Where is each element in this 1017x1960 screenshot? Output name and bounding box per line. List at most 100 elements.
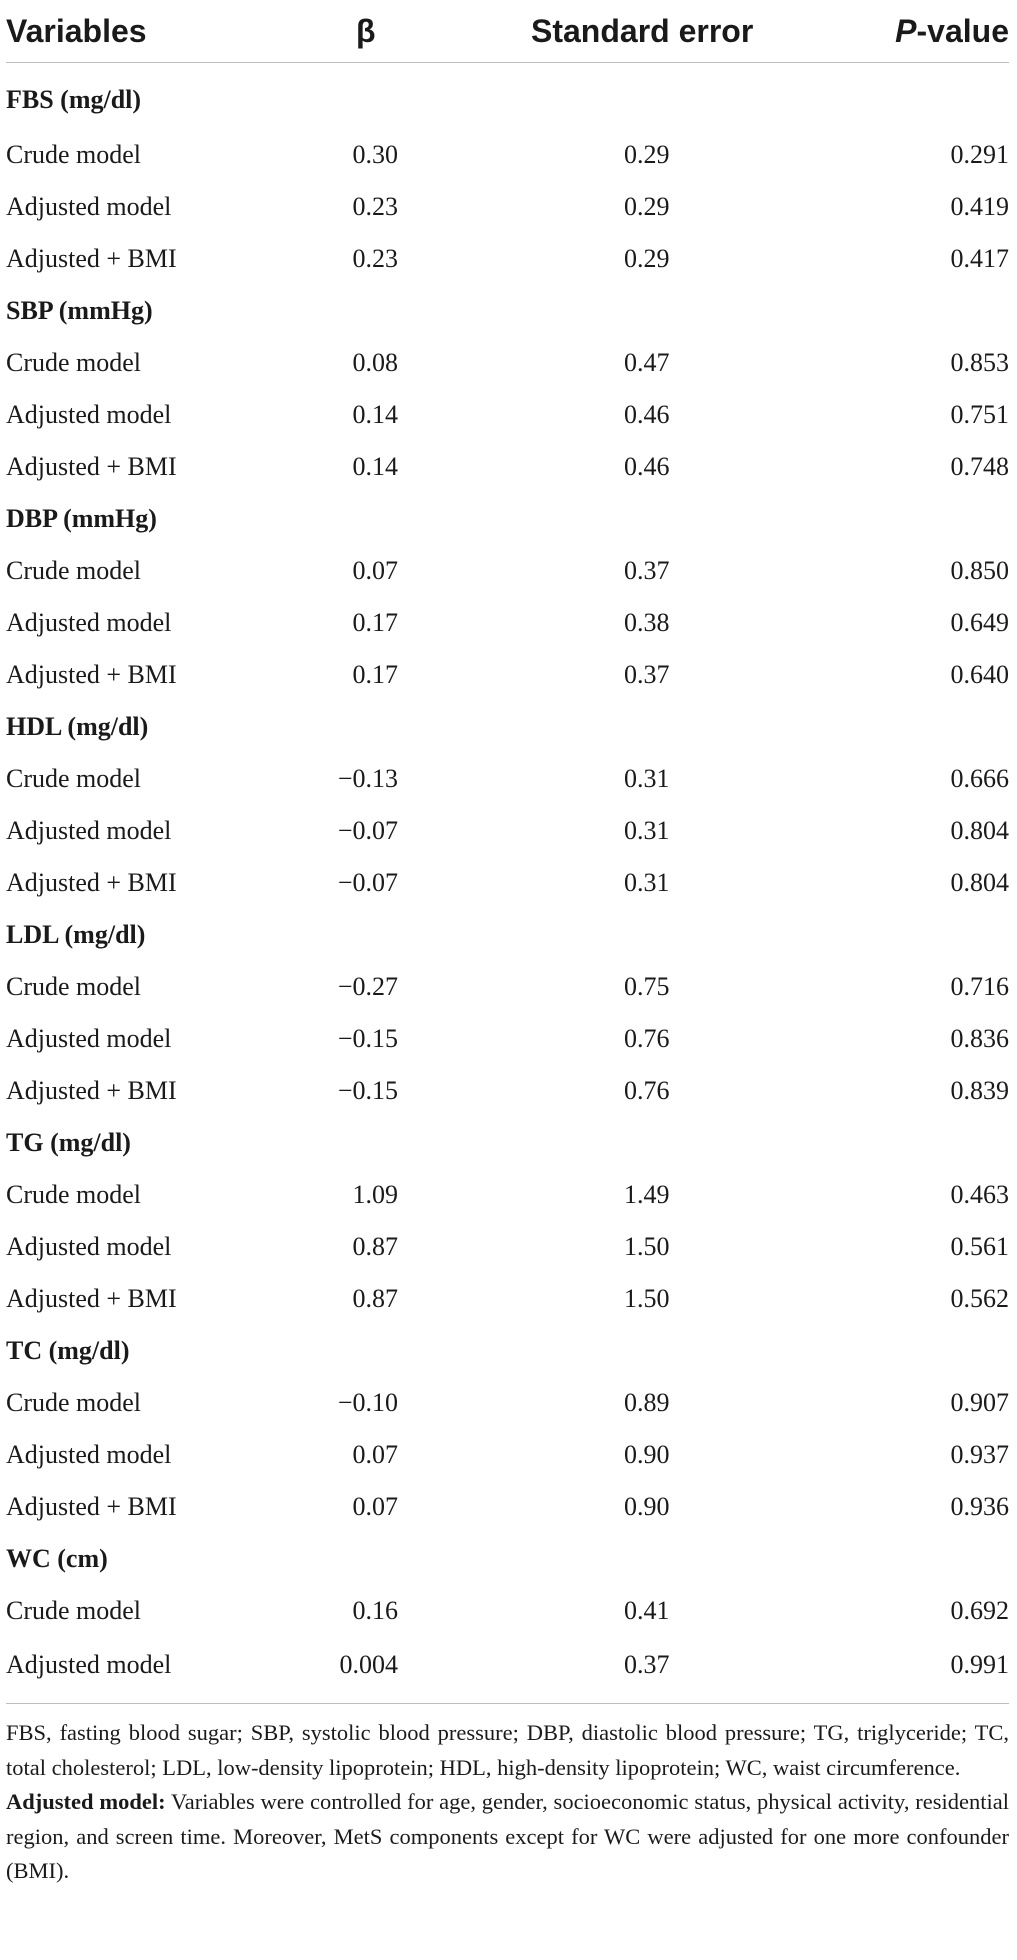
cell-model: Crude model <box>6 556 142 585</box>
cell-standard-error: 0.41 <box>624 1596 670 1625</box>
cell-standard-error: 1.49 <box>624 1180 670 1209</box>
header-row: Variables β Standard error P-value <box>6 0 1009 63</box>
cell-model: Adjusted + BMI <box>6 660 177 689</box>
table-row: Adjusted model 0.87 1.50 0.561 <box>6 1221 1009 1273</box>
cell-beta: 0.16 <box>352 1596 399 1625</box>
adjusted-model-text: Variables were controlled for age, gende… <box>6 1789 1009 1883</box>
group-title: FBS (mg/dl) <box>6 85 142 114</box>
cell-model: Adjusted + BMI <box>6 1076 177 1105</box>
table-row: Adjusted model 0.004 0.37 0.991 <box>6 1637 1009 1693</box>
adjusted-model-label: Adjusted model: <box>6 1789 166 1814</box>
cell-p-value: 0.640 <box>950 660 1010 689</box>
cell-model: Adjusted model <box>6 608 172 637</box>
cell-p-value: 0.936 <box>950 1492 1010 1521</box>
cell-p-value: 0.463 <box>950 1180 1010 1209</box>
cell-standard-error: 0.89 <box>624 1388 670 1417</box>
cell-model: Crude model <box>6 1596 142 1625</box>
table-row: Crude model −0.27 0.75 0.716 <box>6 961 1009 1013</box>
cell-model: Crude model <box>6 764 142 793</box>
cell-model: Adjusted + BMI <box>6 1284 177 1313</box>
abbreviations-note: FBS, fasting blood sugar; SBP, systolic … <box>6 1720 1009 1780</box>
cell-p-value: 0.561 <box>950 1232 1010 1261</box>
cell-p-value: 0.853 <box>950 348 1010 377</box>
table-row: Crude model 0.16 0.41 0.692 <box>6 1585 1009 1637</box>
group-row: TG (mg/dl) <box>6 1117 1009 1169</box>
cell-beta: −0.07 <box>337 816 398 845</box>
cell-model: Adjusted model <box>6 1650 172 1679</box>
group-row: DBP (mmHg) <box>6 493 1009 545</box>
header-standard-error: Standard error <box>486 0 816 63</box>
cell-p-value: 0.839 <box>950 1076 1010 1105</box>
cell-p-value: 0.716 <box>950 972 1010 1001</box>
results-table: Variables β Standard error P-value FBS (… <box>6 0 1009 1693</box>
group-row: SBP (mmHg) <box>6 285 1009 337</box>
cell-p-value: 0.417 <box>950 244 1010 273</box>
table-row: Adjusted + BMI 0.17 0.37 0.640 <box>6 649 1009 701</box>
cell-standard-error: 0.38 <box>624 608 670 637</box>
cell-model: Crude model <box>6 348 142 377</box>
cell-standard-error: 0.47 <box>624 348 670 377</box>
cell-p-value: 0.666 <box>950 764 1010 793</box>
cell-beta: 0.08 <box>352 348 399 377</box>
cell-standard-error: 0.46 <box>624 400 670 429</box>
table-row: Crude model 0.07 0.37 0.850 <box>6 545 1009 597</box>
table-row: Adjusted model −0.07 0.31 0.804 <box>6 805 1009 857</box>
header-p-italic: P <box>895 12 917 49</box>
cell-p-value: 0.562 <box>950 1284 1010 1313</box>
cell-standard-error: 0.90 <box>624 1440 670 1469</box>
adjusted-model-note: Adjusted model: Variables were controlle… <box>6 1785 1009 1889</box>
group-row: WC (cm) <box>6 1533 1009 1585</box>
cell-standard-error: 0.29 <box>624 192 670 221</box>
table-footnote: FBS, fasting blood sugar; SBP, systolic … <box>6 1704 1009 1889</box>
cell-standard-error: 0.37 <box>624 556 670 585</box>
group-title: HDL (mg/dl) <box>6 712 149 741</box>
cell-p-value: 0.419 <box>950 192 1010 221</box>
group-title: LDL (mg/dl) <box>6 920 146 949</box>
cell-model: Adjusted + BMI <box>6 1492 177 1521</box>
table-row: Crude model 0.08 0.47 0.853 <box>6 337 1009 389</box>
cell-standard-error: 0.76 <box>624 1024 670 1053</box>
cell-model: Adjusted model <box>6 400 172 429</box>
cell-p-value: 0.804 <box>950 816 1010 845</box>
cell-standard-error: 0.31 <box>624 816 670 845</box>
cell-p-value: 0.751 <box>950 400 1010 429</box>
table-row: Adjusted + BMI 0.07 0.90 0.936 <box>6 1481 1009 1533</box>
table-row: Adjusted model 0.23 0.29 0.419 <box>6 181 1009 233</box>
group-title: TC (mg/dl) <box>6 1336 130 1365</box>
table-row: Crude model 0.30 0.29 0.291 <box>6 129 1009 181</box>
cell-beta: 0.14 <box>352 400 399 429</box>
table-row: Crude model −0.10 0.89 0.907 <box>6 1377 1009 1429</box>
cell-beta: 0.07 <box>352 1440 399 1469</box>
cell-model: Adjusted + BMI <box>6 244 177 273</box>
cell-p-value: 0.748 <box>950 452 1010 481</box>
cell-standard-error: 0.31 <box>624 764 670 793</box>
cell-beta: 0.23 <box>352 244 399 273</box>
cell-model: Adjusted model <box>6 192 172 221</box>
table-row: Adjusted model 0.14 0.46 0.751 <box>6 389 1009 441</box>
cell-beta: −0.10 <box>337 1388 398 1417</box>
table-row: Adjusted + BMI 0.23 0.29 0.417 <box>6 233 1009 285</box>
cell-standard-error: 0.90 <box>624 1492 670 1521</box>
cell-p-value: 0.907 <box>950 1388 1010 1417</box>
cell-model: Crude model <box>6 140 142 169</box>
table-row: Adjusted model −0.15 0.76 0.836 <box>6 1013 1009 1065</box>
cell-standard-error: 0.37 <box>624 1650 670 1679</box>
group-row: TC (mg/dl) <box>6 1325 1009 1377</box>
cell-standard-error: 0.75 <box>624 972 670 1001</box>
header-p-value: P-value <box>816 0 1009 63</box>
cell-standard-error: 0.46 <box>624 452 670 481</box>
page: Variables β Standard error P-value FBS (… <box>6 0 1009 1889</box>
cell-model: Adjusted model <box>6 1024 172 1053</box>
cell-p-value: 0.291 <box>950 140 1010 169</box>
cell-beta: 0.87 <box>352 1232 399 1261</box>
cell-beta: −0.27 <box>337 972 398 1001</box>
footnote-divider <box>6 1703 1009 1704</box>
cell-standard-error: 0.76 <box>624 1076 670 1105</box>
cell-model: Adjusted model <box>6 816 172 845</box>
group-title: SBP (mmHg) <box>6 296 153 325</box>
cell-p-value: 0.649 <box>950 608 1010 637</box>
header-variables: Variables <box>6 0 306 63</box>
cell-beta: 0.87 <box>352 1284 399 1313</box>
cell-beta: 0.004 <box>339 1650 399 1679</box>
group-row: FBS (mg/dl) <box>6 63 1009 130</box>
